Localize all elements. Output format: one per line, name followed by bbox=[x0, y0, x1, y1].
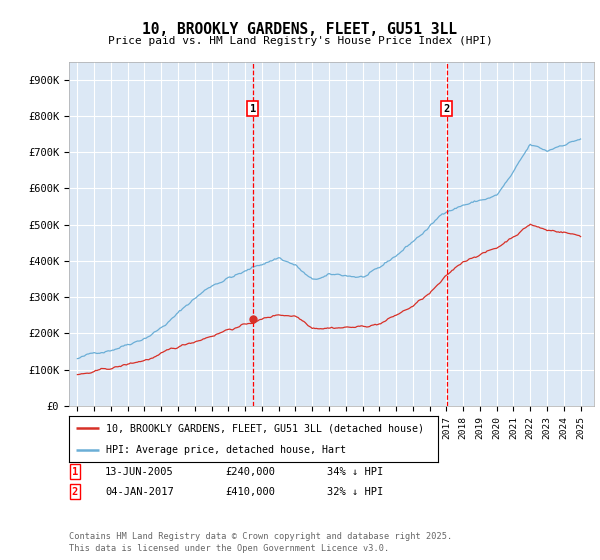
Text: 2: 2 bbox=[443, 104, 450, 114]
Text: 10, BROOKLY GARDENS, FLEET, GU51 3LL (detached house): 10, BROOKLY GARDENS, FLEET, GU51 3LL (de… bbox=[106, 423, 424, 433]
Text: 13-JUN-2005: 13-JUN-2005 bbox=[105, 466, 174, 477]
Text: 1: 1 bbox=[250, 104, 256, 114]
Text: £410,000: £410,000 bbox=[225, 487, 275, 497]
Text: 32% ↓ HPI: 32% ↓ HPI bbox=[327, 487, 383, 497]
Text: 34% ↓ HPI: 34% ↓ HPI bbox=[327, 466, 383, 477]
Text: 10, BROOKLY GARDENS, FLEET, GU51 3LL: 10, BROOKLY GARDENS, FLEET, GU51 3LL bbox=[143, 22, 458, 38]
Text: 2: 2 bbox=[72, 487, 78, 497]
Text: Contains HM Land Registry data © Crown copyright and database right 2025.
This d: Contains HM Land Registry data © Crown c… bbox=[69, 533, 452, 553]
Text: HPI: Average price, detached house, Hart: HPI: Average price, detached house, Hart bbox=[106, 445, 346, 455]
Text: 1: 1 bbox=[72, 466, 78, 477]
Text: Price paid vs. HM Land Registry's House Price Index (HPI): Price paid vs. HM Land Registry's House … bbox=[107, 36, 493, 46]
Text: £240,000: £240,000 bbox=[225, 466, 275, 477]
Text: 04-JAN-2017: 04-JAN-2017 bbox=[105, 487, 174, 497]
